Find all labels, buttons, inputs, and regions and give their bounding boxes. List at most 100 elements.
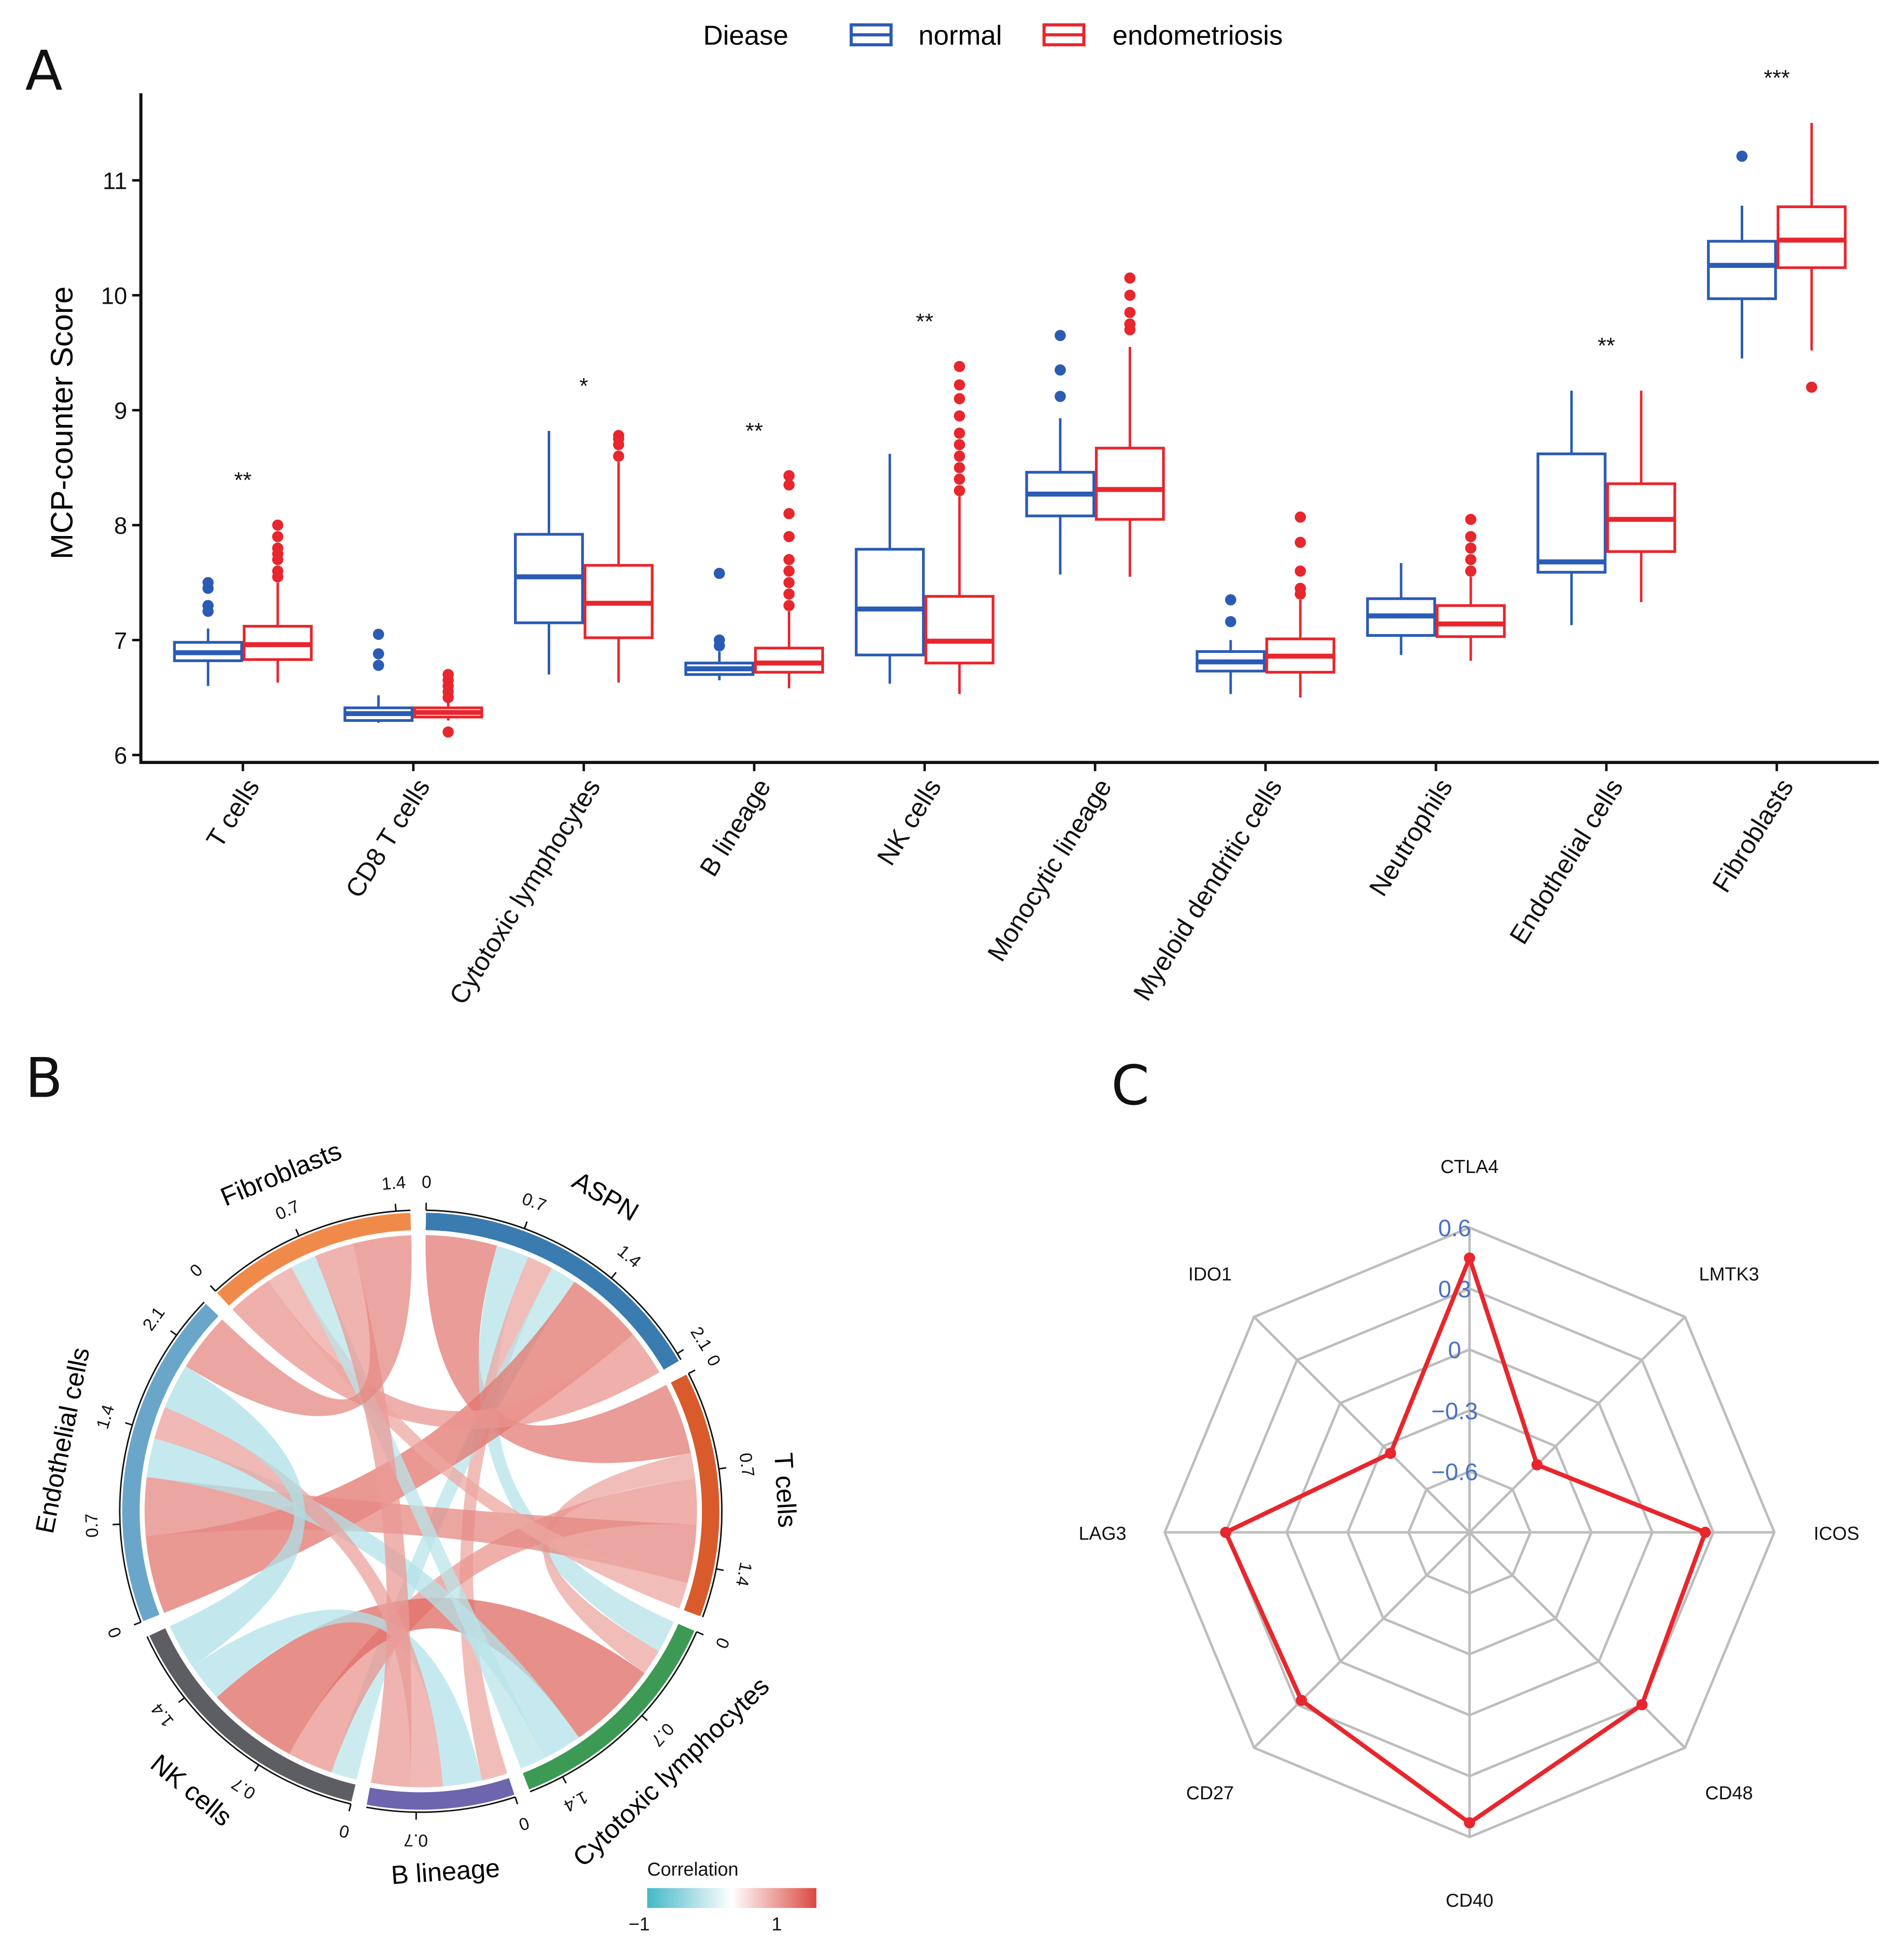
correlation-legend-min: −1 (628, 1914, 650, 1935)
significance-label: * (580, 373, 588, 398)
axis-tick-label: 0.7 (81, 1513, 102, 1538)
outlier-point (1736, 150, 1748, 162)
axis-tick (348, 1804, 352, 1812)
outlier-point (1054, 391, 1066, 402)
sector-track (149, 1628, 355, 1802)
iqr-box (1094, 447, 1165, 521)
axis-tick-label: 0 (103, 1624, 126, 1641)
radar-axis-label: CTLA4 (1440, 1157, 1498, 1177)
axis-tick-label: 1.4 (147, 1700, 177, 1731)
chord-ribbon (146, 1438, 579, 1758)
box-endometriosis (1606, 390, 1677, 602)
iqr-box (1536, 452, 1607, 574)
outlier-point (713, 634, 725, 646)
radar-axis-label: CD27 (1186, 1783, 1234, 1804)
outlier-point (1465, 531, 1477, 542)
outlier-point (272, 531, 284, 542)
sector-track (367, 1778, 514, 1810)
significance-label: ** (745, 418, 763, 443)
y-axis-label: MCP-counter Score (44, 286, 79, 559)
axis-tick-label: 0.7 (647, 1719, 678, 1751)
iqr-box (1707, 240, 1777, 300)
radar-point (1385, 1447, 1396, 1459)
legend-label-normal: normal (918, 21, 1002, 51)
axis-tick-label: 1.4 (92, 1402, 118, 1431)
axis-tick (295, 1229, 300, 1237)
legend-key-normal (850, 23, 893, 46)
x-tick-label: CD8 T cells (340, 774, 436, 903)
legend-key-endometriosis (1042, 23, 1086, 46)
box-endometriosis (242, 519, 313, 683)
axis-tick-label: 0 (703, 1352, 725, 1370)
sector-label: ASPN (568, 1166, 643, 1227)
radar-axis-label: CD48 (1705, 1783, 1753, 1804)
box-normal (1195, 594, 1266, 694)
y-tick-label: 8 (114, 513, 127, 539)
outlier-point (783, 577, 795, 589)
box-normal (1366, 563, 1436, 655)
iqr-box (1776, 205, 1847, 269)
radar-point (1220, 1526, 1232, 1538)
outlier-point (613, 430, 625, 441)
outlier-point (953, 379, 966, 391)
radar-axis-label: ICOS (1814, 1524, 1859, 1544)
chord-ribbon (543, 1453, 696, 1673)
outlier-point (1294, 537, 1306, 548)
iqr-box (754, 647, 824, 674)
outlier-point (1225, 594, 1236, 606)
axis-tick-label: 0.7 (519, 1188, 549, 1215)
chord-ribbon (291, 1256, 545, 1769)
sector-axis (146, 1636, 351, 1805)
significance-label: *** (1764, 65, 1790, 90)
box-normal (343, 628, 414, 723)
axis-tick-label: 0 (337, 1821, 351, 1843)
axis-tick (524, 1221, 528, 1229)
radar-spoke (1253, 1531, 1471, 1749)
axis-tick (641, 1715, 648, 1722)
outlier-point (1465, 513, 1477, 525)
correlation-legend-bar (647, 1888, 817, 1908)
outlier-point (1465, 542, 1477, 554)
ribbons (144, 1235, 697, 1788)
iqr-box (924, 595, 995, 664)
outlier-point (783, 554, 795, 565)
radar-axis-label: IDO1 (1188, 1264, 1232, 1285)
sector-label: Fibroblasts (216, 1136, 345, 1212)
radar-axis-label: LAG3 (1079, 1524, 1126, 1544)
axis-tick (210, 1285, 216, 1292)
outlier-point (783, 565, 795, 577)
outlier-point (1054, 330, 1066, 341)
axis-tick-label: 0.7 (228, 1774, 259, 1804)
axis-tick (677, 1349, 684, 1355)
box-endometriosis (1776, 123, 1847, 393)
radar-point (1636, 1699, 1648, 1710)
chord-ribbon (145, 1282, 633, 1613)
chord-ribbon (315, 1243, 412, 1787)
axis-tick (611, 1271, 617, 1279)
correlation-legend-max: 1 (772, 1914, 782, 1935)
radar-point (1699, 1526, 1711, 1538)
axis-tick-label: 0.7 (272, 1196, 302, 1224)
x-tick-label: NK cells (872, 774, 947, 870)
axis-tick (112, 1523, 120, 1525)
box-endometriosis (1265, 511, 1336, 698)
axis-tick (688, 1369, 696, 1374)
outlier-point (202, 600, 214, 611)
axis-tick-label: 1.4 (614, 1241, 645, 1271)
box-endometriosis (924, 361, 995, 694)
sector-track (217, 1213, 411, 1306)
outlier-point (783, 508, 795, 520)
boxplot-chart: Diease normal endometriosis MCP-counter … (44, 21, 1879, 1009)
axis-tick-label: 1.4 (732, 1561, 756, 1588)
outlier-point (373, 628, 384, 640)
radar-axis-label: CD40 (1446, 1890, 1493, 1911)
legend-label-endometriosis: endometriosis (1112, 21, 1283, 51)
outlier-point (953, 427, 966, 439)
y-tick-label: 6 (114, 743, 127, 769)
radar-point (1464, 1252, 1476, 1264)
sector-axis (214, 1209, 411, 1292)
panel-label-c: C (1111, 1054, 1150, 1117)
y-tick-label: 11 (103, 168, 128, 194)
outlier-point (783, 479, 795, 491)
